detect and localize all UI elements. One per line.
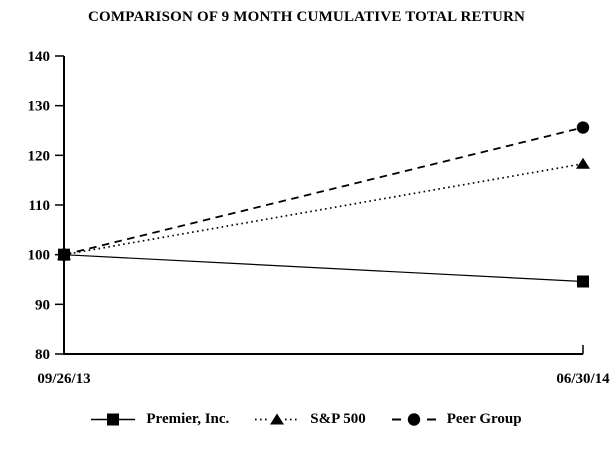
svg-text:09/26/13: 09/26/13 bbox=[37, 371, 90, 387]
legend-item-premier-inc: Premier, Inc. bbox=[91, 411, 229, 428]
legend-label-premier-inc: Premier, Inc. bbox=[146, 410, 230, 427]
solid-line-square-marker-icon bbox=[91, 413, 136, 425]
dotted-line-triangle-marker-icon bbox=[255, 413, 300, 424]
legend-item-peer-group: Peer Group bbox=[391, 410, 522, 428]
legend-item-sp500: S&P 500 bbox=[255, 410, 366, 428]
svg-text:120: 120 bbox=[28, 148, 51, 164]
svg-text:110: 110 bbox=[28, 198, 50, 214]
svg-text:100: 100 bbox=[28, 248, 51, 264]
dashed-line-circle-marker-icon bbox=[391, 412, 436, 426]
legend-label-sp500: S&P 500 bbox=[310, 410, 366, 427]
svg-text:130: 130 bbox=[28, 99, 51, 115]
legend-label-peer-group: Peer Group bbox=[446, 410, 522, 427]
chart-legend: Premier, Inc. S&P 500 Peer Group bbox=[0, 406, 613, 432]
svg-text:90: 90 bbox=[35, 297, 50, 313]
chart-title: COMPARISON OF 9 MONTH CUMULATIVE TOTAL R… bbox=[87, 9, 526, 25]
svg-text:06/30/14: 06/30/14 bbox=[556, 371, 610, 387]
svg-text:80: 80 bbox=[35, 347, 50, 363]
svg-text:140: 140 bbox=[28, 49, 51, 65]
